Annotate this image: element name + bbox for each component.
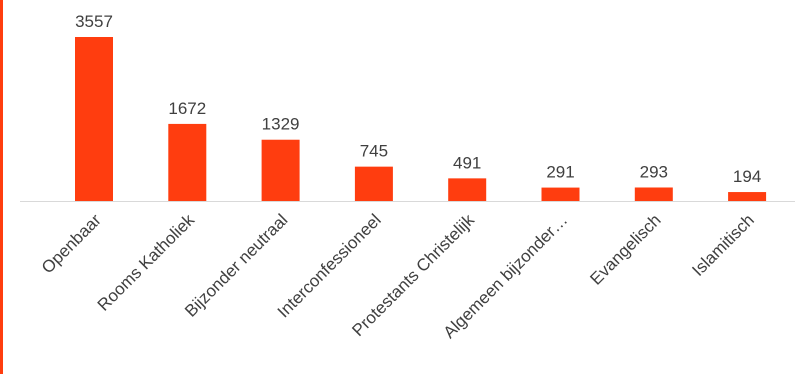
data-label-4: 491 [453, 153, 481, 172]
bar-3 [354, 166, 393, 201]
bar-6 [634, 187, 673, 201]
x-tick-label-6: Evangelisch [586, 210, 664, 288]
data-label-5: 291 [546, 163, 574, 182]
bar-1 [168, 123, 207, 201]
x-tick-label-2: Bijzonder neutraal [181, 210, 291, 320]
x-tick-label-0: Openbaar [38, 210, 105, 277]
data-label-1: 1672 [168, 99, 206, 118]
data-label-3: 745 [360, 142, 388, 161]
bar-0 [75, 37, 113, 201]
bar-2 [261, 139, 300, 201]
data-labels-group: 3557 1672 1329 745 491 291 293 194 [75, 12, 761, 186]
left-edge-accent-line [0, 0, 3, 374]
x-tick-label-3: Interconfessioneel [274, 210, 385, 321]
x-tick-label-1: Rooms Katholiek [94, 210, 199, 315]
data-label-0: 3557 [75, 12, 113, 31]
x-tick-label-7: Islamitisch [688, 210, 758, 280]
bar-5 [541, 187, 580, 201]
data-label-7: 194 [733, 167, 761, 186]
bars-group [75, 37, 767, 201]
bar-7 [728, 192, 767, 201]
data-label-2: 1329 [262, 115, 300, 134]
data-label-6: 293 [640, 162, 668, 181]
bar-4 [448, 178, 487, 201]
